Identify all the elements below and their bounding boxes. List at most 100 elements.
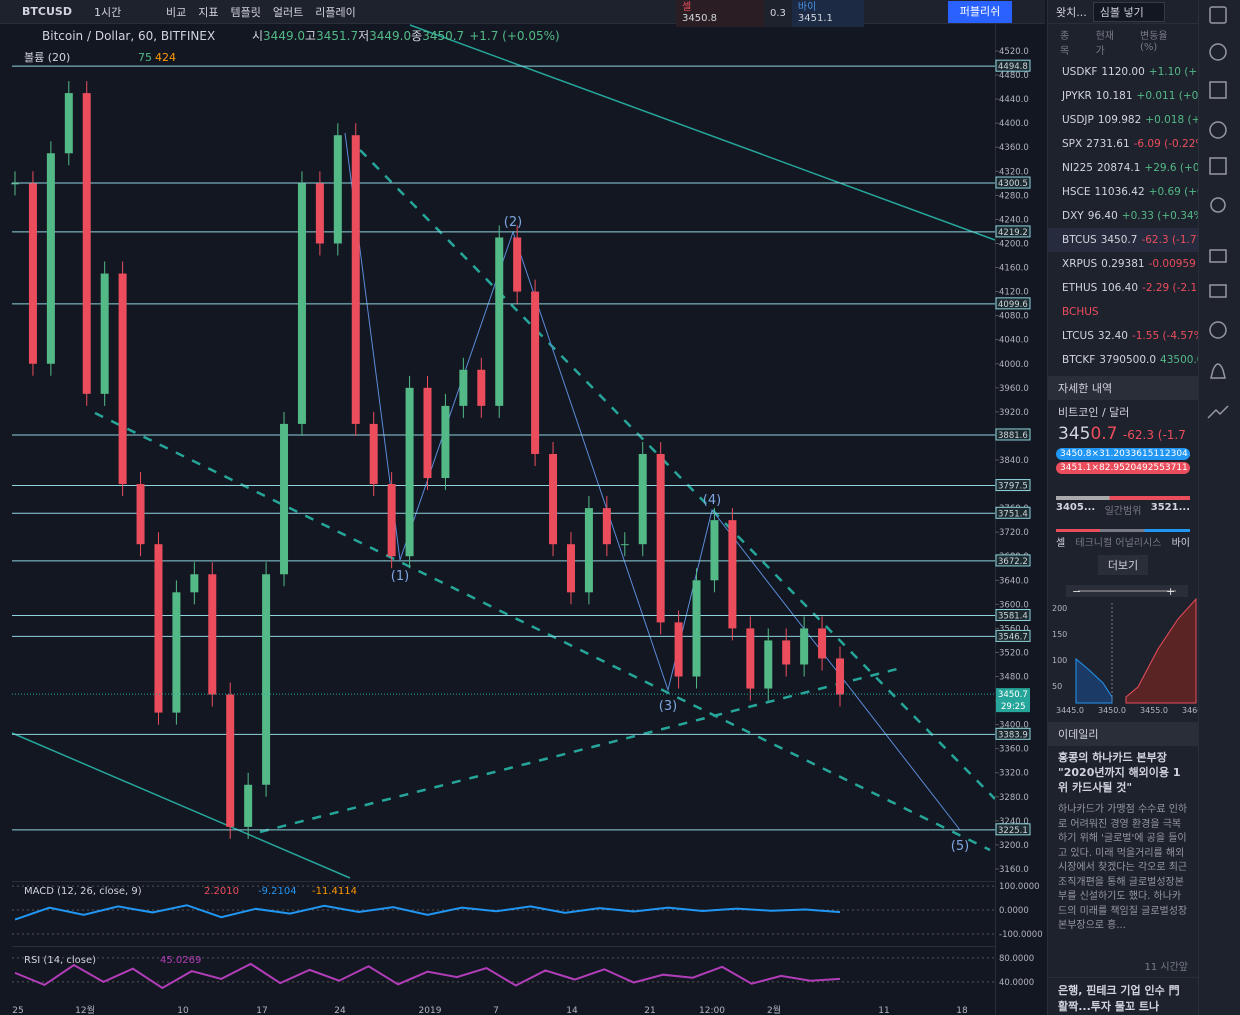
bid-badge: 3450.8×31.20336151123047 bbox=[1056, 448, 1190, 460]
chart-title: Bitcoin / Dollar, 60, BITFINEX bbox=[42, 29, 215, 43]
tool-templates[interactable]: 템플릿 bbox=[230, 5, 261, 19]
ohlc-label: 시 bbox=[252, 29, 263, 43]
candle bbox=[100, 273, 109, 394]
tool-indicators[interactable]: 지표 bbox=[198, 5, 219, 19]
watch-price: 11036.42 bbox=[1094, 186, 1145, 198]
candle bbox=[836, 658, 844, 695]
symbol[interactable]: BTCUSD bbox=[22, 5, 72, 18]
details-name: 비트코인 / 달러 bbox=[1058, 406, 1130, 419]
x-tick-label: 11 bbox=[878, 1006, 889, 1015]
news-body: 하나카드가 가맹점 수수료 인하로 어려워진 경영 환경을 극복하기 위해 '글… bbox=[1058, 804, 1188, 931]
y-tick-label: 3960.0 bbox=[999, 384, 1029, 394]
news-headline[interactable]: 홍콩의 하나카드 본부장 "2020년까지 해외이용 1위 카드사될 것" bbox=[1058, 751, 1181, 794]
level-tag bbox=[995, 727, 1031, 740]
candle bbox=[531, 291, 540, 454]
publish-button[interactable]: 퍼블리쉬 bbox=[948, 1, 1012, 23]
depth-x-label: 3455.0 bbox=[1140, 706, 1168, 715]
range-low: 3405... bbox=[1056, 502, 1096, 513]
svg-text:+: + bbox=[1166, 585, 1175, 598]
y-tick-label: 3720.0 bbox=[999, 528, 1029, 538]
candle bbox=[495, 237, 504, 406]
y-tick-label: 3200.0 bbox=[999, 841, 1029, 851]
wave-line bbox=[344, 132, 961, 831]
wave-label: (2) bbox=[504, 215, 522, 230]
y-tick-label: 4240.0 bbox=[999, 215, 1029, 225]
rsi-line bbox=[14, 962, 841, 990]
svg-text:−: − bbox=[1072, 585, 1081, 598]
y-tick-label: 40.0000 bbox=[999, 978, 1034, 988]
y-tick-label: 3280.0 bbox=[999, 793, 1029, 803]
watch-price: 1120.00 bbox=[1101, 66, 1145, 78]
watch-change: +29.6 (+0.14% bbox=[1144, 162, 1198, 174]
sell-price: 3450.8 bbox=[682, 13, 717, 24]
watch-symbol: LTCUS bbox=[1062, 330, 1094, 342]
y-tick-label: 4200.0 bbox=[999, 239, 1029, 249]
level-label: 3672.2 bbox=[998, 557, 1028, 567]
tool-alerts[interactable]: 얼러트 bbox=[272, 5, 304, 19]
candle bbox=[351, 135, 360, 424]
watch-row[interactable]: DXY 96.40 +0.33 (+0.34% bbox=[1048, 204, 1198, 228]
depth-y-label: 200 bbox=[1052, 604, 1067, 613]
tool-replay[interactable]: 리플레이 bbox=[315, 5, 356, 19]
level-tag bbox=[995, 554, 1031, 567]
interval[interactable]: 1시간 bbox=[94, 5, 122, 19]
y-tick-label: 4320.0 bbox=[999, 167, 1029, 177]
pane-border bbox=[12, 946, 995, 947]
level-tag bbox=[995, 225, 1031, 238]
sell-label: 셀 bbox=[1056, 538, 1066, 549]
details-header: 자세한 내역 bbox=[1048, 376, 1198, 400]
y-tick-label: 4040.0 bbox=[999, 336, 1029, 346]
candle bbox=[118, 273, 127, 485]
y-tick-label: 4520.0 bbox=[999, 47, 1029, 57]
watch-change: +0.011 (+0.11 bbox=[1136, 90, 1198, 102]
depth-y-label: 100 bbox=[1052, 656, 1067, 665]
candle bbox=[11, 183, 19, 185]
buy-price: 3451.1 bbox=[797, 13, 833, 24]
candle bbox=[172, 592, 181, 713]
watch-price: 96.40 bbox=[1087, 210, 1118, 222]
y-tick-label: 3920.0 bbox=[999, 408, 1029, 418]
watchlist-title[interactable]: 왓치... bbox=[1056, 5, 1087, 19]
watch-symbol: BTCUS bbox=[1062, 234, 1097, 246]
news-headline-2[interactable]: 은행, 핀테크 기업 인수 門 활짝...투자 물꼬 트나 bbox=[1048, 977, 1198, 1015]
y-tick-label: 3600.0 bbox=[999, 600, 1029, 610]
watch-row[interactable]: BCHUS bbox=[1048, 300, 1198, 324]
y-tick-label: 4000.0 bbox=[999, 360, 1029, 370]
watch-symbol: ETHUS bbox=[1062, 282, 1098, 294]
price-tail: 0.7 bbox=[1090, 424, 1118, 444]
watch-price: 20874.1 bbox=[1097, 162, 1141, 174]
watch-price: 10.181 bbox=[1095, 90, 1133, 102]
symbol-search[interactable]: 심볼 넣기 bbox=[1092, 1, 1165, 22]
spread: 0.3 bbox=[764, 0, 792, 27]
price-change: -62.3 (-1.7 bbox=[1122, 428, 1186, 442]
tool-compare[interactable]: 비교 bbox=[166, 5, 187, 19]
candle bbox=[387, 484, 396, 557]
current-price-label: 3450.7 bbox=[998, 690, 1028, 700]
wave-label: (4) bbox=[703, 493, 721, 508]
y-tick-label: 4080.0 bbox=[999, 312, 1029, 322]
buy-button[interactable]: 바이 3451.1 bbox=[791, 0, 864, 27]
sell-button[interactable]: 셀 3450.8 bbox=[676, 0, 764, 27]
candle bbox=[244, 784, 253, 827]
candle bbox=[208, 574, 217, 695]
watch-row[interactable]: NI225 20874.1+29.6 (+0.14% bbox=[1048, 156, 1198, 180]
candle bbox=[602, 508, 611, 545]
candle bbox=[369, 423, 378, 485]
x-tick-label: 24 bbox=[334, 1006, 346, 1015]
level-label: 3581.4 bbox=[998, 612, 1028, 622]
candle bbox=[566, 544, 575, 593]
macd-label: MACD (12, 26, close, 9) bbox=[24, 886, 142, 897]
more-button[interactable]: 더보기 bbox=[1098, 555, 1148, 575]
watch-change: +1.10 (+0.10% bbox=[1148, 66, 1198, 78]
